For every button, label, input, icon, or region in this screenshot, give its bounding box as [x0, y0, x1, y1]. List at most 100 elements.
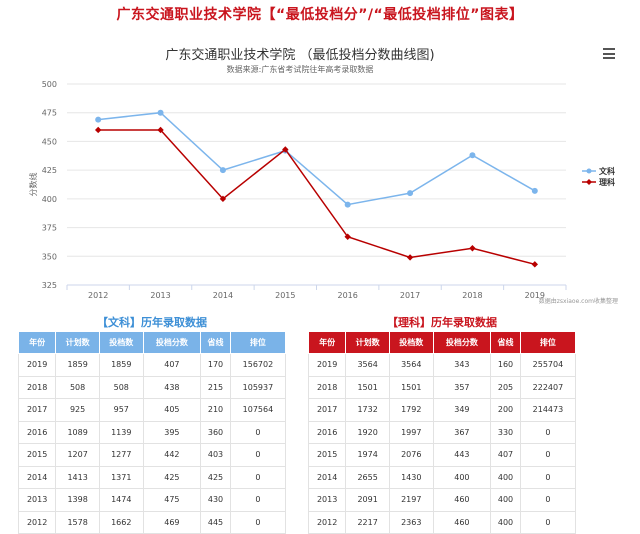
- table-cell: 400: [432, 465, 492, 489]
- data-point: [157, 126, 164, 134]
- table-cell: 107564: [229, 398, 287, 422]
- table-cell: 1413: [55, 465, 100, 489]
- table-cell: 1578: [55, 510, 100, 534]
- table-row: 2014 2655 1430 400 400 0: [307, 465, 577, 489]
- table-cell: 2016: [307, 420, 347, 444]
- data-point: [95, 116, 102, 123]
- legend-marker: [586, 179, 592, 185]
- table-row: 2013 2091 2197 460 400 0: [307, 488, 577, 512]
- table-cell: 405: [142, 398, 202, 422]
- data-point: [157, 109, 164, 116]
- li-data-table: 年份 计划数 投档数 投档分数 省线 排位 2019 3564 3564 343 160 25570…: [307, 331, 577, 534]
- table-cell: 200: [490, 398, 521, 422]
- table-cell: 1277: [98, 443, 144, 467]
- data-point: [406, 254, 414, 261]
- table-cell: 2018: [307, 375, 347, 399]
- y-tick-label: 475: [42, 109, 57, 118]
- table-cell: 3564: [388, 353, 434, 377]
- table-row: 2017 925 957 405 210 107564: [17, 398, 287, 422]
- li-table-header-row: 年份 计划数 投档数 投档分数 省线 排位: [307, 331, 577, 354]
- table-cell: 222407: [519, 375, 577, 399]
- y-tick-label: 350: [42, 252, 57, 261]
- table-cell: 1920: [345, 420, 390, 444]
- x-tick-label: 2012: [88, 291, 108, 300]
- table-cell: 2217: [345, 510, 390, 534]
- table-cell: 330: [490, 420, 521, 444]
- data-point: [94, 126, 102, 134]
- table-cell: 425: [200, 465, 231, 489]
- table-cell: 1974: [345, 443, 390, 467]
- table-cell: 2015: [17, 443, 57, 467]
- table-cell: 349: [432, 398, 492, 422]
- table-cell: 2014: [17, 465, 57, 489]
- table-cell: 438: [142, 375, 202, 399]
- table-cell: 475: [142, 488, 202, 512]
- table-cell: 2017: [17, 398, 57, 422]
- table-cell: 2012: [17, 510, 57, 534]
- table-row: 2015 1974 2076 443 407 0: [307, 443, 577, 467]
- table-cell: 1662: [98, 510, 144, 534]
- table-cell: 1207: [55, 443, 100, 467]
- score-line-chart: 325 350 375 400 425 450 475 500 2012 2013 2014 2015…: [28, 80, 618, 305]
- table-cell: 215: [200, 375, 231, 399]
- table-cell: 170: [200, 353, 231, 377]
- table-cell: 105937: [229, 375, 287, 399]
- data-point: [469, 245, 476, 252]
- table-cell: 0: [229, 420, 287, 444]
- table-row: 2016 1920 1997 367 330 0: [307, 420, 577, 444]
- table-cell: 395: [142, 420, 202, 444]
- column-header: 年份: [307, 331, 347, 354]
- hamburger-menu-icon[interactable]: [603, 48, 615, 60]
- table-cell: 357: [432, 375, 492, 399]
- table-cell: 2197: [388, 488, 434, 512]
- table-cell: 1139: [98, 420, 144, 444]
- table-cell: 508: [98, 375, 144, 399]
- table-cell: 0: [519, 488, 577, 512]
- table-cell: 0: [229, 488, 287, 512]
- table-row: 2019 1859 1859 407 170 156702: [17, 353, 287, 377]
- table-cell: 442: [142, 443, 202, 467]
- y-tick-label: 325: [42, 281, 57, 290]
- table-cell: 367: [432, 420, 492, 444]
- table-cell: 925: [55, 398, 100, 422]
- table-row: 2017 1732 1792 349 200 214473: [307, 398, 577, 422]
- legend-label: 理科: [599, 177, 615, 187]
- wen-table-header-row: 年份 计划数 投档数 投档分数 省线 排位: [17, 331, 287, 354]
- table-cell: 407: [142, 353, 202, 377]
- table-cell: 443: [432, 443, 492, 467]
- table-cell: 2016: [17, 420, 57, 444]
- table-cell: 400: [490, 488, 521, 512]
- column-header: 排位: [229, 331, 287, 354]
- table-cell: 2014: [307, 465, 347, 489]
- table-cell: 1792: [388, 398, 434, 422]
- table-cell: 1501: [345, 375, 390, 399]
- column-header: 投档数: [98, 331, 144, 354]
- li-table-title: 【理科】历年录取数据: [387, 316, 497, 329]
- table-cell: 255704: [519, 353, 577, 377]
- table-cell: 2019: [307, 353, 347, 377]
- table-cell: 430: [200, 488, 231, 512]
- x-tick-label: 2019: [525, 291, 545, 300]
- table-cell: 508: [55, 375, 100, 399]
- table-row: 2013 1398 1474 475 430 0: [17, 488, 287, 512]
- table-cell: 1089: [55, 420, 100, 444]
- column-header: 省线: [200, 331, 231, 354]
- table-cell: 205: [490, 375, 521, 399]
- y-tick-label: 450: [42, 137, 57, 146]
- watermark-text: 数据由zsxiaoe.com收集整理: [539, 297, 618, 305]
- series-line: [98, 129, 535, 266]
- x-tick-label: 2018: [462, 291, 482, 300]
- y-tick-label: 500: [42, 80, 57, 89]
- table-cell: 1859: [55, 353, 100, 377]
- series-line: [98, 111, 536, 206]
- table-cell: 214473: [519, 398, 577, 422]
- data-point: [219, 195, 227, 203]
- table-row: 2018 508 508 438 215 105937: [17, 375, 287, 399]
- table-cell: 2017: [307, 398, 347, 422]
- table-cell: 2363: [388, 510, 434, 534]
- data-point: [344, 201, 351, 208]
- data-point: [407, 190, 414, 197]
- y-tick-label: 400: [42, 195, 57, 204]
- table-cell: 0: [229, 465, 287, 489]
- table-cell: 957: [98, 398, 144, 422]
